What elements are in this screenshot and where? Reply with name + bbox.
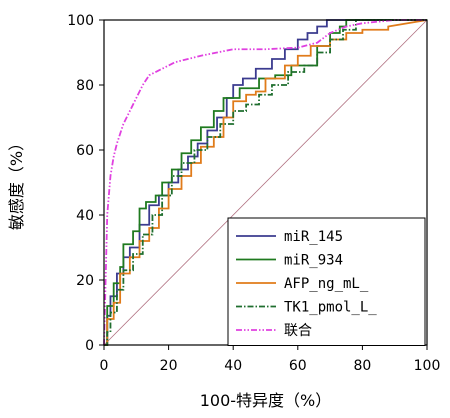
legend-label-1: miR_145 xyxy=(284,229,343,245)
series-line-5 xyxy=(103,19,427,346)
x-tick-label: 100 xyxy=(414,358,441,374)
series-line-4 xyxy=(104,19,427,346)
y-tick-label: 80 xyxy=(76,78,94,94)
legend-box xyxy=(227,217,426,346)
x-tick-label: 80 xyxy=(353,358,371,374)
x-tick-label: 40 xyxy=(224,358,242,374)
y-tick-label: 20 xyxy=(76,273,94,289)
x-tick-label: 60 xyxy=(289,358,307,374)
legend-label-2: miR_934 xyxy=(284,253,343,269)
reference-diagonal xyxy=(103,19,428,346)
y-axis-title: 敏感度（%） xyxy=(7,135,26,230)
x-tick-label: 20 xyxy=(160,358,178,374)
x-axis-title: 100-特异度（%） xyxy=(200,391,332,410)
y-tick-label: 0 xyxy=(85,338,94,354)
legend-label-5: 联合 xyxy=(284,323,312,339)
legend-label-4: TK1_pmol_L_ xyxy=(284,300,377,316)
legend-label-3: AFP_ng_mL_ xyxy=(284,276,369,292)
y-tick-label: 100 xyxy=(67,13,94,29)
y-tick-label: 40 xyxy=(76,208,94,224)
x-tick-label: 0 xyxy=(100,358,109,374)
legend: miR_145 miR_934 AFP_ng_mL_ TK1_pmol_L_ 联合 xyxy=(227,217,426,346)
y-tick-label: 60 xyxy=(76,143,94,159)
